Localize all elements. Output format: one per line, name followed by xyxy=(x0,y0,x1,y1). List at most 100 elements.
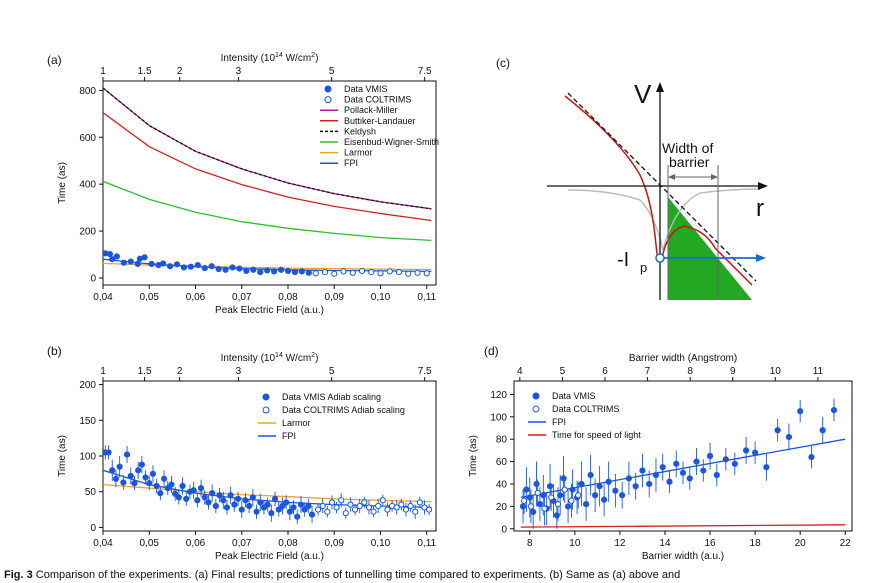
data-point-data-coltrims xyxy=(395,269,403,276)
data-point-data-coltrims xyxy=(561,486,568,493)
data-point-data-vmis-adiab-scaling xyxy=(242,497,249,504)
electron-marker xyxy=(655,253,665,263)
y-tick-label: 150 xyxy=(79,416,96,427)
y-tick-label: 100 xyxy=(490,412,507,423)
data-point-data-vmis xyxy=(553,512,560,519)
legend-label: Pollack-Miller xyxy=(344,105,398,115)
data-point-data-coltrims-adiab-scaling xyxy=(361,499,368,506)
top-axis-label-part: W/cm xyxy=(283,353,311,364)
plot-frame xyxy=(102,80,437,286)
panel-c-label: (c) xyxy=(496,56,510,70)
legend-label: FPI xyxy=(552,417,566,427)
x-tick-label: 0,11 xyxy=(417,292,436,303)
top-axis-label: Intensity (1014 W/cm2) xyxy=(221,352,319,364)
top-tick-label: 1.5 xyxy=(138,66,152,77)
x-tick-label: 0,04 xyxy=(93,538,113,549)
data-point-data-coltrims xyxy=(548,494,555,501)
x-tick-label: 0,05 xyxy=(140,538,160,549)
data-point-data-vmis xyxy=(243,267,250,275)
x-tick-label: 16 xyxy=(704,538,716,549)
data-point-data-vmis xyxy=(722,456,729,463)
data-point-data-vmis xyxy=(808,454,815,461)
top-axis-label-part: 14 xyxy=(275,352,283,359)
data-point-data-vmis xyxy=(693,458,700,465)
y-tick-label: 800 xyxy=(79,86,96,97)
data-point-data-coltrims-adiab-scaling xyxy=(412,508,419,515)
data-point-data-coltrims-adiab-scaling xyxy=(342,510,349,517)
x-tick-label: 0,09 xyxy=(325,292,345,303)
plot-area xyxy=(519,398,846,529)
data-point-data-vmis xyxy=(605,478,612,485)
top-tick-label: 11 xyxy=(813,366,824,377)
x-tick-label: 0,09 xyxy=(325,538,345,549)
data-point-data-vmis xyxy=(180,264,188,271)
series-line-keldysh xyxy=(103,87,432,210)
top-tick-label: 2 xyxy=(177,66,183,77)
data-point-data-vmis xyxy=(639,467,646,474)
top-tick-label: 1.5 xyxy=(138,366,152,377)
top-tick-label: 1 xyxy=(100,66,106,77)
top-axis-label-part: Intensity (10 xyxy=(221,353,276,364)
legend-label: FPI xyxy=(344,158,358,168)
data-point-data-vmis-adiab-scaling xyxy=(201,494,208,501)
r-axis-label: r xyxy=(756,195,764,222)
energy-arrow-head xyxy=(756,254,766,262)
data-point-data-vmis xyxy=(546,483,554,490)
data-point-data-vmis xyxy=(596,483,603,490)
data-point-data-vmis xyxy=(148,260,155,267)
data-point-data-vmis xyxy=(763,464,770,471)
data-point-data-vmis xyxy=(713,471,720,479)
series-line-buttiker-landauer xyxy=(103,112,432,222)
top-tick-label: 1 xyxy=(100,366,106,377)
data-point-data-vmis xyxy=(208,263,215,270)
plot-area xyxy=(103,445,433,524)
data-point-data-vmis-adiab-scaling xyxy=(175,494,182,501)
top-axis-label-part: ) xyxy=(315,353,318,364)
data-point-data-vmis-adiab-scaling xyxy=(275,506,282,513)
data-point-data-coltrims-adiab-scaling xyxy=(407,502,414,510)
data-point-data-vmis-adiab-scaling xyxy=(212,502,219,510)
data-point-data-coltrims xyxy=(386,268,393,275)
data-point-data-vmis xyxy=(646,480,653,488)
top-tick-label: 7.5 xyxy=(418,66,432,77)
y-tick-label: 200 xyxy=(79,380,96,391)
panel-label: (b) xyxy=(47,344,62,358)
top-axis-label-part: ) xyxy=(315,53,318,64)
data-point-data-vmis xyxy=(229,264,236,271)
data-point-data-vmis xyxy=(686,475,693,482)
data-point-data-vmis-adiab-scaling xyxy=(160,475,168,482)
data-point-data-vmis-adiab-scaling xyxy=(179,482,186,490)
data-point-data-vmis-adiab-scaling xyxy=(135,467,142,474)
data-point-data-coltrims-adiab-scaling xyxy=(324,508,331,515)
data-point-data-vmis-adiab-scaling xyxy=(279,502,286,510)
data-point-data-vmis-adiab-scaling xyxy=(120,479,127,486)
barrier-width-arrow-right xyxy=(711,174,718,180)
data-point-data-vmis xyxy=(601,496,608,503)
series-line-time-for-speed-of-light xyxy=(520,524,846,528)
data-point-data-vmis xyxy=(731,460,738,467)
data-point-data-vmis xyxy=(673,460,680,467)
data-point-data-vmis xyxy=(166,263,174,270)
data-point-data-vmis xyxy=(583,501,590,508)
data-point-data-vmis-adiab-scaling xyxy=(168,481,175,488)
y-axis-label: Time (as) xyxy=(57,435,68,477)
y-tick-label: 20 xyxy=(496,502,508,513)
data-point-data-coltrims-adiab-scaling xyxy=(379,497,386,504)
data-point-data-vmis-adiab-scaling xyxy=(131,480,138,487)
barrier-width-label-line2: barrier xyxy=(669,154,710,170)
data-point-data-coltrims xyxy=(368,269,375,276)
y-tick-label: 50 xyxy=(85,487,97,498)
top-axis-label-part: 2 xyxy=(311,352,315,359)
data-point-data-vmis xyxy=(257,269,264,276)
panel-label: (d) xyxy=(484,344,499,358)
legend-label: Larmor xyxy=(282,418,311,428)
field-dashed-line xyxy=(567,92,757,282)
data-point-data-vmis xyxy=(173,261,181,268)
x-axis-label: Barrier width (a.u.) xyxy=(642,551,724,562)
data-point-data-coltrims-adiab-scaling xyxy=(370,508,377,515)
data-point-data-vmis-adiab-scaling xyxy=(157,490,164,497)
data-point-data-vmis xyxy=(533,480,540,488)
data-point-data-vmis-adiab-scaling xyxy=(112,475,120,482)
y-axis-label: Time (as) xyxy=(468,435,479,477)
